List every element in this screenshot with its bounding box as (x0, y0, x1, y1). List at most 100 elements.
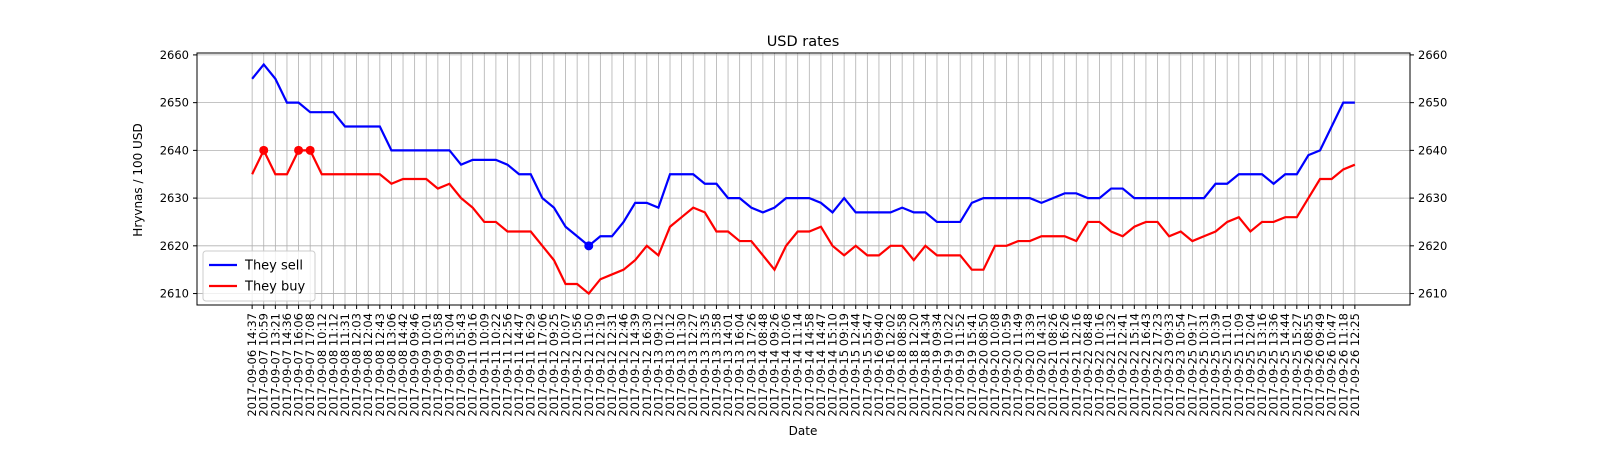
x-tick-label: 2017-09-26 12:25 (1348, 313, 1362, 417)
x-tick-label: 2017-09-21 08:26 (1046, 313, 1060, 417)
x-tick-label: 2017-09-25 11:09 (1232, 313, 1246, 417)
x-tick-label: 2017-09-08 12:43 (373, 313, 387, 417)
x-tick-label: 2017-09-12 10:56 (570, 313, 584, 417)
x-tick-label: 2017-09-13 09:12 (651, 313, 665, 417)
x-tick-label: 2017-09-19 10:22 (942, 313, 956, 417)
y-tick-label: 2640 (160, 143, 189, 157)
x-tick-label: 2017-09-09 10:58 (431, 313, 445, 417)
legend-label: They sell (244, 259, 303, 274)
x-tick-label: 2017-09-19 09:34 (930, 313, 944, 417)
x-tick-label: 2017-09-20 11:49 (1011, 313, 1025, 417)
x-tick-label: 2017-09-26 11:18 (1336, 313, 1350, 417)
x-tick-label: 2017-09-12 11:50 (582, 313, 596, 417)
x-tick-label: 2017-09-25 11:01 (1220, 313, 1234, 417)
x-tick-label: 2017-09-12 10:07 (559, 313, 573, 417)
point-marker (259, 145, 269, 155)
x-tick-label: 2017-09-07 14:36 (280, 313, 294, 417)
plot-frame (196, 52, 1411, 306)
x-tick-label: 2017-09-07 13:21 (268, 313, 282, 417)
x-tick-label: 2017-09-25 10:39 (1209, 313, 1223, 417)
x-tick-label: 2017-09-12 16:30 (640, 313, 654, 417)
x-tick-label: 2017-09-15 09:19 (837, 313, 851, 417)
x-tick-label: 2017-09-08 11:12 (326, 313, 340, 417)
x-tick-label: 2017-09-08 11:31 (338, 313, 352, 417)
x-tick-label: 2017-09-14 14:47 (814, 313, 828, 417)
x-tick-label: 2017-09-26 10:47 (1325, 313, 1339, 417)
x-tick-label: 2017-09-12 09:25 (547, 313, 561, 417)
x-tick-label: 2017-09-19 15:41 (965, 313, 979, 417)
x-tick-label: 2017-09-14 08:48 (756, 313, 770, 417)
y2-tick-label: 2610 (1418, 287, 1447, 301)
x-tick-label: 2017-09-25 13:36 (1267, 313, 1281, 417)
x-tick-label: 2017-09-12 12:19 (593, 313, 607, 417)
x-tick-label: 2017-09-22 10:16 (1092, 313, 1106, 417)
x-tick-label: 2017-09-25 15:27 (1290, 313, 1304, 417)
x-tick-label: 2017-09-11 17:06 (535, 313, 549, 417)
x-tick-label: 2017-09-14 14:58 (802, 313, 816, 417)
x-tick-label: 2017-09-11 12:56 (501, 313, 515, 417)
x-tick-label: 2017-09-08 14:42 (396, 313, 410, 417)
x-tick-label: 2017-09-11 16:29 (524, 313, 538, 417)
x-tick-label: 2017-09-12 14:39 (628, 313, 642, 417)
y-tick-label: 2610 (160, 287, 189, 301)
x-tick-label: 2017-09-20 08:50 (976, 313, 990, 417)
legend-label: They buy (244, 280, 305, 295)
chart-title: USD rates (767, 34, 840, 50)
y-tick-label: 2650 (160, 96, 189, 110)
x-tick-label: 2017-09-22 12:41 (1116, 313, 1130, 417)
x-tick-label: 2017-09-22 15:14 (1127, 313, 1141, 417)
x-tick-label: 2017-09-22 17:23 (1151, 313, 1165, 417)
x-tick-label: 2017-09-16 09:40 (872, 313, 886, 417)
legend-box (202, 250, 316, 302)
x-tick-label: 2017-09-21 12:16 (1069, 313, 1083, 417)
y-tick-label: 2660 (160, 48, 189, 62)
y-tick-label: 2620 (160, 239, 189, 253)
point-marker (305, 145, 315, 155)
y-axis-label: Hryvnas / 100 USD (131, 123, 145, 236)
line (251, 147, 1356, 296)
x-tick-label: 2017-09-07 10:59 (257, 313, 271, 417)
x-tick-label: 2017-09-25 09:17 (1185, 313, 1199, 417)
x-tick-label: 2017-09-08 13:06 (384, 313, 398, 417)
x-tick-label: 2017-09-13 14:01 (721, 313, 735, 417)
x-tick-label: 2017-09-18 12:20 (907, 313, 921, 417)
line (251, 62, 1355, 248)
point-marker (294, 145, 304, 155)
x-tick-label: 2017-09-15 12:44 (849, 313, 863, 417)
x-tick-label: 2017-09-09 09:46 (408, 313, 422, 417)
x-tick-label: 2017-09-08 10:12 (315, 313, 329, 417)
x-tick-label: 2017-09-14 09:26 (767, 313, 781, 417)
x-tick-label: 2017-09-19 11:52 (953, 313, 967, 417)
x-tick-label: 2017-09-20 14:31 (1034, 313, 1048, 417)
x-tick-label: 2017-09-23 09:33 (1162, 313, 1176, 417)
x-tick-label: 2017-09-23 10:54 (1174, 313, 1188, 417)
x-tick-label: 2017-09-07 16:06 (292, 313, 306, 417)
x-tick-label: 2017-09-20 10:59 (1000, 313, 1014, 417)
x-tick-label: 2017-09-18 08:58 (895, 313, 909, 417)
point-marker (584, 241, 594, 251)
x-tick-label: 2017-09-22 08:48 (1081, 313, 1095, 417)
x-tick-label: 2017-09-25 12:04 (1243, 313, 1257, 417)
x-tick-label: 2017-09-25 13:16 (1255, 313, 1269, 417)
x-tick-label: 2017-09-25 14:44 (1278, 313, 1292, 417)
x-tick-label: 2017-09-11 09:16 (466, 313, 480, 417)
x-axis-label: Date (789, 424, 818, 438)
x-tick-label: 2017-09-21 16:26 (1058, 313, 1072, 417)
x-tick-label: 2017-09-08 12:04 (361, 313, 375, 417)
x-tick-label: 2017-09-07 17:08 (303, 313, 317, 417)
x-tick-label: 2017-09-20 10:08 (988, 313, 1002, 417)
x-tick-label: 2017-09-26 09:49 (1313, 313, 1327, 417)
x-tick-label: 2017-09-11 10:22 (489, 313, 503, 417)
x-tick-label: 2017-09-09 15:43 (454, 313, 468, 417)
x-tick-label: 2017-09-13 13:58 (709, 313, 723, 417)
x-tick-label: 2017-09-14 11:14 (791, 313, 805, 417)
x-tick-label: 2017-09-06 14:37 (245, 313, 259, 417)
x-tick-label: 2017-09-11 10:09 (477, 313, 491, 417)
x-tick-label: 2017-09-20 13:39 (1023, 313, 1037, 417)
x-tick-label: 2017-09-13 16:04 (733, 313, 747, 417)
x-tick-label: 2017-09-13 13:35 (698, 313, 712, 417)
x-tick-label: 2017-09-13 12:27 (686, 313, 700, 417)
x-tick-label: 2017-09-13 17:26 (744, 313, 758, 417)
y2-tick-label: 2640 (1418, 143, 1447, 157)
